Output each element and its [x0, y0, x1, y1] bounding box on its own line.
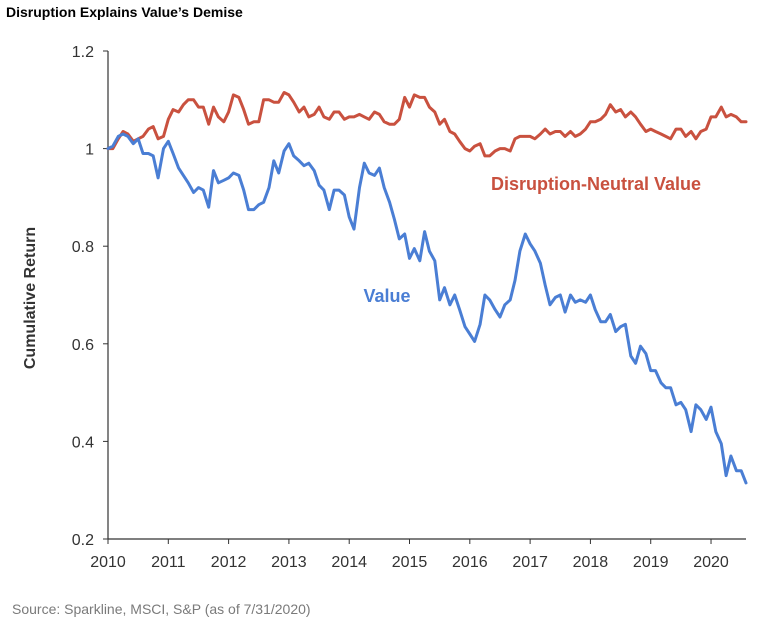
y-tick-label: 1.2 [72, 44, 94, 61]
x-tick-label: 2016 [452, 554, 488, 571]
x-tick-label: 2015 [392, 554, 428, 571]
source-note: Source: Sparkline, MSCI, S&P (as of 7/31… [12, 601, 311, 617]
x-tick-label: 2014 [331, 554, 367, 571]
x-tick-labels: 2010 2011 2012 2013 2014 2015 2016 2017 2018 2019… [90, 539, 729, 571]
y-tick-label: 1 [85, 142, 94, 159]
y-tick-label: 0.6 [72, 337, 94, 354]
y-tick-label: 0.2 [72, 532, 94, 549]
y-axis-label: Cumulative Return [22, 227, 39, 369]
x-tick-label: 2018 [573, 554, 609, 571]
axes [107, 51, 746, 540]
y-tick-label: 0.4 [72, 434, 94, 451]
x-tick-label: 2019 [633, 554, 669, 571]
x-tick-label: 2013 [271, 554, 307, 571]
y-tick-labels: 0.2 0.4 0.6 0.8 1 1.2 [72, 44, 108, 549]
x-tick-label: 2020 [693, 554, 729, 571]
series-lines [106, 91, 748, 485]
series-label-disruption-neutral-value: Disruption-Neutral Value [491, 174, 701, 194]
x-tick-label: 2017 [512, 554, 548, 571]
y-tick-label: 0.8 [72, 239, 94, 256]
x-tick-label: 2010 [90, 554, 126, 571]
x-tick-label: 2011 [151, 554, 186, 571]
series-line-value [106, 132, 748, 485]
series-label-value: Value [363, 286, 410, 306]
series-line-disruption-neutral-value [106, 91, 748, 158]
x-tick-label: 2012 [211, 554, 247, 571]
chart-title: Disruption Explains Value’s Demise [6, 4, 243, 20]
